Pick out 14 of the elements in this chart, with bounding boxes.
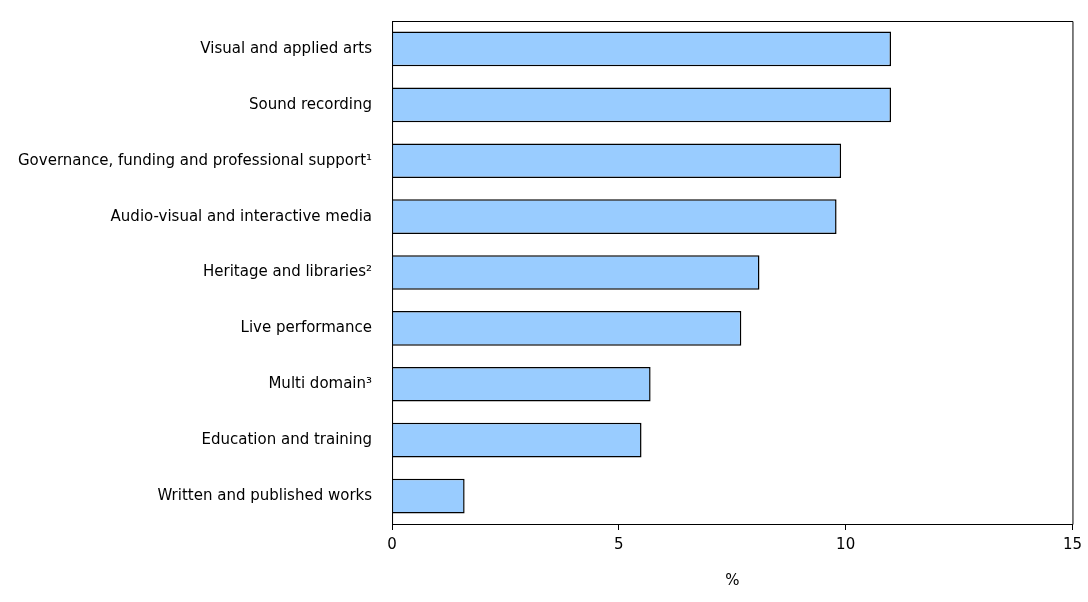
y-tick-label: Multi domain³ [268, 374, 373, 393]
y-tick-label: Education and training [201, 430, 373, 449]
y-tick-label: Heritage and libraries² [203, 262, 373, 281]
x-axis-title: % [725, 570, 740, 589]
y-tick-label: Live performance [240, 318, 373, 337]
y-tick-label: Audio-visual and interactive media [110, 206, 373, 225]
x-tick-label: 10 [836, 534, 856, 553]
y-tick-label: Governance, funding and professional support¹ [17, 150, 373, 169]
y-tick-label: Written and published works [157, 485, 373, 504]
x-tick-label: 5 [614, 534, 624, 553]
x-tick-label: 0 [387, 534, 397, 553]
y-tick-label: Visual and applied arts [200, 38, 373, 57]
y-tick-label: Sound recording [248, 94, 373, 113]
x-tick-label: 15 [1062, 534, 1082, 553]
